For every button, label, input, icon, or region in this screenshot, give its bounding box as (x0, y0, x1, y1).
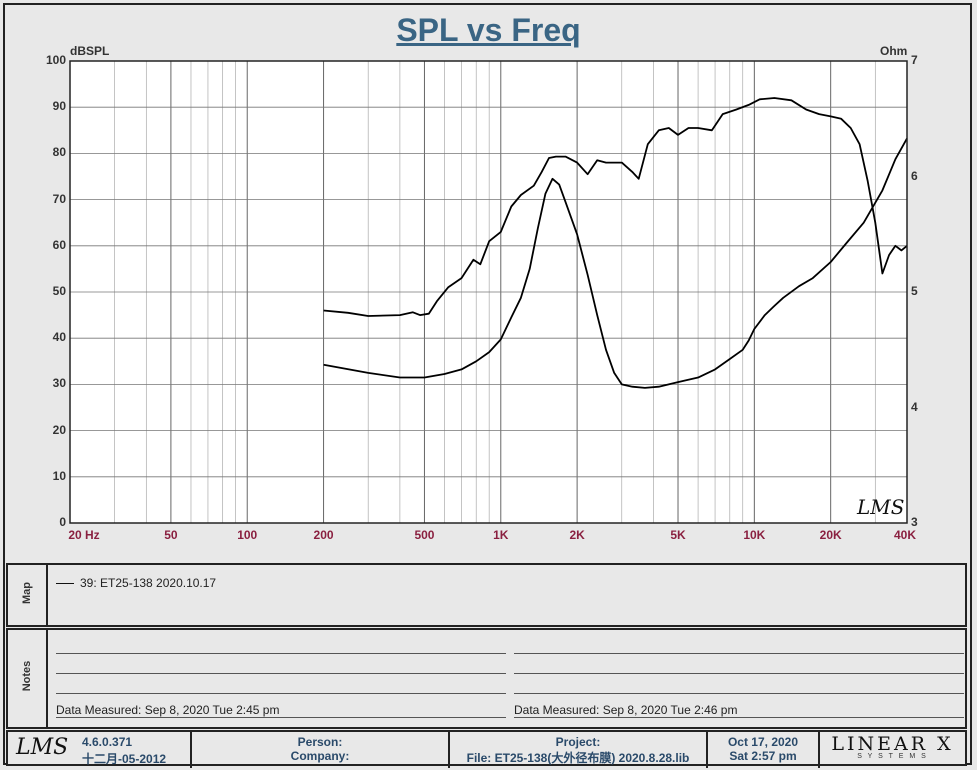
note-line (56, 717, 506, 718)
y-tick-label: 70 (52, 191, 66, 206)
build-date-text: 十二月-05-2012 (82, 752, 167, 766)
left-measured-date: Data Measured: Sep 8, 2020 Tue 2:45 pm (56, 703, 280, 717)
notes-label: Notes (21, 660, 33, 692)
notes-panel: Notes Data Measured: Sep 8, 2020 Tue 2:4… (6, 628, 967, 729)
x-tick-label: 500 (414, 528, 435, 542)
x-tick-label: 40K (893, 528, 916, 542)
x-tick-label: 2K (569, 528, 585, 542)
file-label: File: ET25-138(大外径布膜) 2020.8.28.lib (466, 751, 690, 765)
person-label: Person: (297, 735, 343, 749)
y-tick-label: 50 (52, 284, 66, 298)
series-line-spl (323, 97, 908, 317)
y-tick-label: 20 (52, 422, 66, 437)
footer-date: Oct 17, 2020 (727, 735, 799, 749)
map-label-cell: Map (8, 565, 48, 625)
footer-person-cell: Person: Company: (192, 732, 450, 768)
map-panel: Map 39: ET25-138 2020.10.17 (6, 563, 967, 627)
lms-watermark-logo: LMS (856, 495, 904, 519)
series-line-impedance (323, 137, 908, 389)
brand-name: LINEAR X (831, 733, 954, 755)
y-axis-label: dBSPL (70, 44, 110, 58)
y-right-tick-label: 7 (911, 53, 918, 67)
brand-sub: S Y S T E M S (857, 753, 928, 760)
y-tick-label: 80 (52, 145, 66, 160)
x-tick-label: 20 Hz (68, 528, 100, 542)
company-label: Company: (290, 749, 350, 763)
y-right-tick-label: 5 (911, 284, 918, 298)
note-line (514, 653, 964, 654)
y-right-tick-label: 4 (911, 399, 918, 414)
footer-version-cell: LMS 4.6.0.371 十二月-05-2012 (8, 732, 192, 768)
note-line (514, 693, 964, 694)
x-tick-label: 1K (493, 528, 509, 542)
y-right-tick-label: 6 (911, 168, 918, 183)
y-tick-label: 10 (52, 468, 66, 483)
version-text: 4.6.0.371 (82, 735, 133, 749)
note-line (56, 653, 506, 654)
footer-time: Sat 2:57 pm (729, 749, 797, 763)
y-tick-label: 60 (52, 237, 66, 252)
legend-entry[interactable]: 39: ET25-138 2020.10.17 (80, 576, 217, 590)
footer-date-cell: Oct 17, 2020 Sat 2:57 pm (708, 732, 820, 768)
footer-project-cell: Project: File: ET25-138(大外径布膜) 2020.8.28… (450, 732, 708, 768)
notes-label-cell: Notes (8, 630, 48, 727)
y-tick-label: 100 (45, 53, 66, 67)
map-label: Map (21, 582, 33, 604)
right-measured-date: Data Measured: Sep 8, 2020 Tue 2:46 pm (514, 703, 738, 717)
y-tick-label: 0 (59, 515, 66, 529)
note-line (56, 693, 506, 694)
x-tick-label: 5K (670, 528, 686, 542)
note-line (56, 673, 506, 674)
y-right-tick-label: 3 (911, 515, 918, 529)
x-tick-label: 50 (164, 528, 178, 542)
legend-swatch (56, 583, 74, 584)
spl-chart: LMS (69, 60, 908, 524)
chart-title: SPL vs Freq (396, 12, 581, 48)
x-tick-label: 20K (819, 528, 842, 542)
note-line (514, 673, 964, 674)
plot-border (69, 60, 908, 524)
x-tick-label: 100 (237, 528, 258, 542)
y-tick-label: 30 (52, 376, 66, 391)
linearx-logo: LINEAR X S Y S T E M S (820, 732, 965, 764)
project-label: Project: (555, 735, 601, 749)
note-line (514, 717, 964, 718)
footer-bar: LMS 4.6.0.371 十二月-05-2012 Person: Compan… (6, 730, 967, 768)
y-tick-label: 90 (52, 99, 66, 114)
y-right-axis-label: Ohm (880, 44, 908, 58)
y-tick-label: 40 (52, 330, 66, 345)
lms-logo: LMS (16, 735, 69, 760)
x-tick-label: 200 (313, 528, 334, 542)
x-tick-label: 10K (743, 528, 766, 542)
